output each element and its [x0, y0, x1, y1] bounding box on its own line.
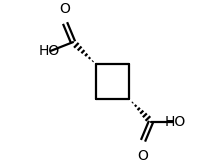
Text: HO: HO [39, 44, 60, 58]
Text: O: O [60, 2, 71, 16]
Text: HO: HO [165, 115, 186, 129]
Text: O: O [138, 149, 149, 163]
